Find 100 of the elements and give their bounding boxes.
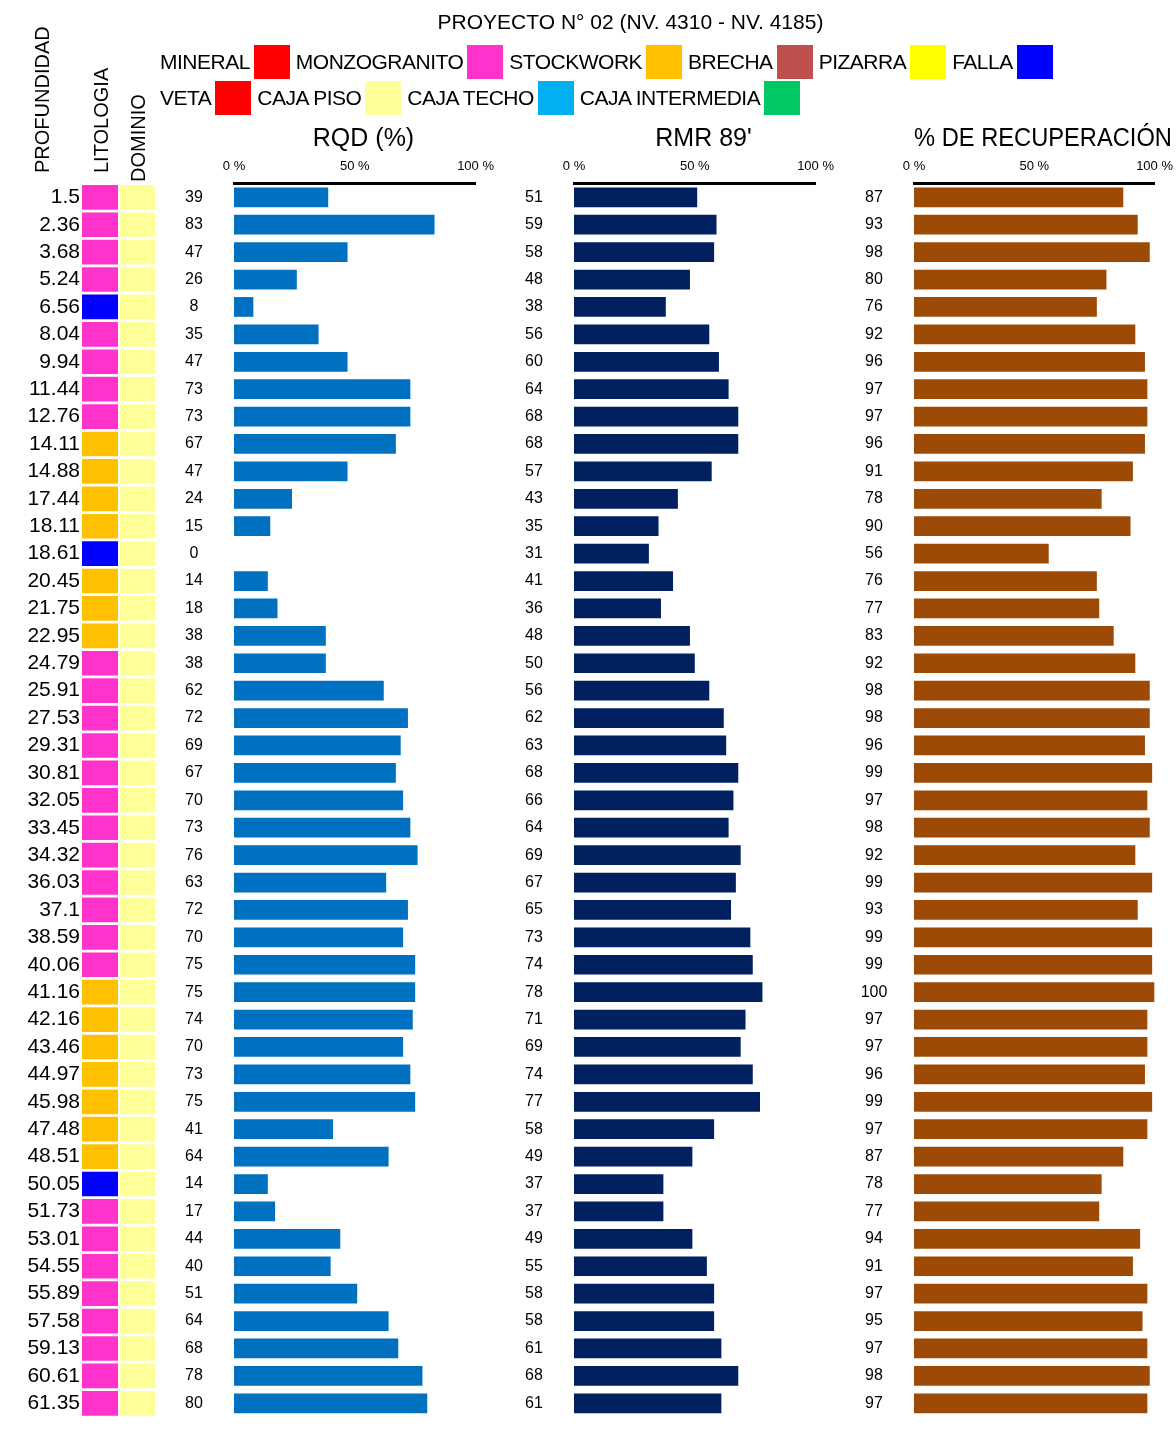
bar <box>574 653 695 674</box>
data-label: 64 <box>185 1147 203 1165</box>
x-tick-label: 50 % <box>1019 158 1050 174</box>
data-label: 95 <box>865 1311 883 1329</box>
data-label: 63 <box>525 735 543 753</box>
data-label: 41 <box>185 1119 203 1137</box>
legend-label: BRECHA <box>688 50 773 74</box>
y-tick-label: 48.51 <box>27 1143 80 1167</box>
bar <box>234 763 396 783</box>
data-label: 78 <box>525 982 543 1000</box>
data-label: 60 <box>525 352 543 370</box>
legend-label: CAJA PISO <box>257 86 362 110</box>
bar <box>234 1393 428 1414</box>
bar <box>234 214 435 235</box>
y-tick-label: 45.98 <box>27 1088 80 1112</box>
data-label: 64 <box>185 1311 203 1329</box>
bar <box>914 1283 1148 1304</box>
data-label: 80 <box>865 269 883 287</box>
data-label: 77 <box>865 598 883 616</box>
y-tick-label: 43.46 <box>27 1033 80 1057</box>
data-label: 18 <box>185 598 203 616</box>
data-label: 74 <box>525 1064 543 1082</box>
data-label: 56 <box>865 544 883 562</box>
data-label: 99 <box>865 872 883 890</box>
bar <box>914 1009 1148 1030</box>
x-tick-label: 0 % <box>222 158 246 174</box>
y-tick-label: 3.68 <box>39 238 80 262</box>
bar <box>574 379 729 400</box>
bar <box>914 1201 1100 1222</box>
bar <box>914 379 1148 400</box>
data-label: 73 <box>185 818 203 836</box>
data-label: 71 <box>525 1009 543 1027</box>
bar <box>914 269 1107 290</box>
bar <box>574 242 715 262</box>
y-tick-label: 51.73 <box>27 1198 80 1222</box>
bar <box>234 653 326 674</box>
bar <box>234 1338 399 1359</box>
bar <box>574 817 729 838</box>
data-label: 37 <box>525 1174 543 1192</box>
data-label: 87 <box>865 1147 883 1165</box>
data-label: 92 <box>865 845 883 863</box>
data-label: 68 <box>525 434 543 452</box>
data-label: 38 <box>525 297 543 315</box>
bar <box>234 242 348 262</box>
y-tick-label: 44.97 <box>27 1061 80 1085</box>
bar <box>574 900 732 920</box>
y-tick-label: 30.81 <box>27 759 80 783</box>
data-label: 97 <box>865 1284 883 1302</box>
bar <box>234 571 268 591</box>
data-label: 15 <box>185 516 203 534</box>
data-label: 66 <box>525 790 543 808</box>
data-label: 26 <box>185 269 203 287</box>
bar <box>234 1283 358 1304</box>
chart-title: DOMINIO <box>126 93 150 184</box>
bar <box>914 1256 1133 1277</box>
y-tick-label: 9.94 <box>39 348 81 372</box>
bar <box>914 351 1145 372</box>
legend-label: PIZARRA <box>818 50 907 74</box>
y-tick-label: 47.48 <box>27 1116 80 1139</box>
bar <box>574 1283 715 1304</box>
y-tick-label: 55.89 <box>27 1280 80 1304</box>
bar <box>914 598 1100 619</box>
bar <box>914 324 1136 345</box>
bar <box>914 1366 1150 1386</box>
data-label: 99 <box>865 763 883 781</box>
data-label: 70 <box>185 1037 203 1055</box>
bar <box>574 872 736 893</box>
bar <box>914 954 1153 975</box>
data-label: 58 <box>525 1119 543 1137</box>
bar <box>914 1311 1143 1331</box>
y-tick-label: 37.1 <box>39 896 80 920</box>
bar <box>574 1366 739 1386</box>
y-tick-label: 34.32 <box>27 841 80 865</box>
y-tick-label: 25.91 <box>27 677 80 701</box>
data-label: 17 <box>185 1201 203 1219</box>
y-tick-label: 22.95 <box>27 622 80 646</box>
bar <box>574 1091 761 1112</box>
y-tick-label: 27.53 <box>27 704 80 728</box>
data-label: 48 <box>525 269 543 287</box>
data-label: 14 <box>185 571 203 589</box>
bar <box>574 1119 715 1140</box>
bar <box>574 434 739 454</box>
data-label: 61 <box>525 1338 543 1356</box>
data-label: 63 <box>185 872 203 890</box>
bar <box>234 1366 423 1386</box>
bar <box>234 708 408 728</box>
legend-label: CAJA TECHO <box>407 86 534 110</box>
bar <box>234 324 319 345</box>
bar <box>574 351 719 372</box>
bar <box>574 461 712 482</box>
bar <box>234 954 416 975</box>
y-tick-label: 17.44 <box>27 485 81 509</box>
bar <box>234 1091 416 1112</box>
data-label: 97 <box>865 1009 883 1027</box>
data-label: 90 <box>865 516 883 534</box>
bar <box>914 1119 1148 1140</box>
data-label: 49 <box>525 1229 543 1247</box>
x-tick-label: 50 % <box>339 158 371 174</box>
bar <box>234 598 278 619</box>
data-label: 96 <box>865 735 883 753</box>
